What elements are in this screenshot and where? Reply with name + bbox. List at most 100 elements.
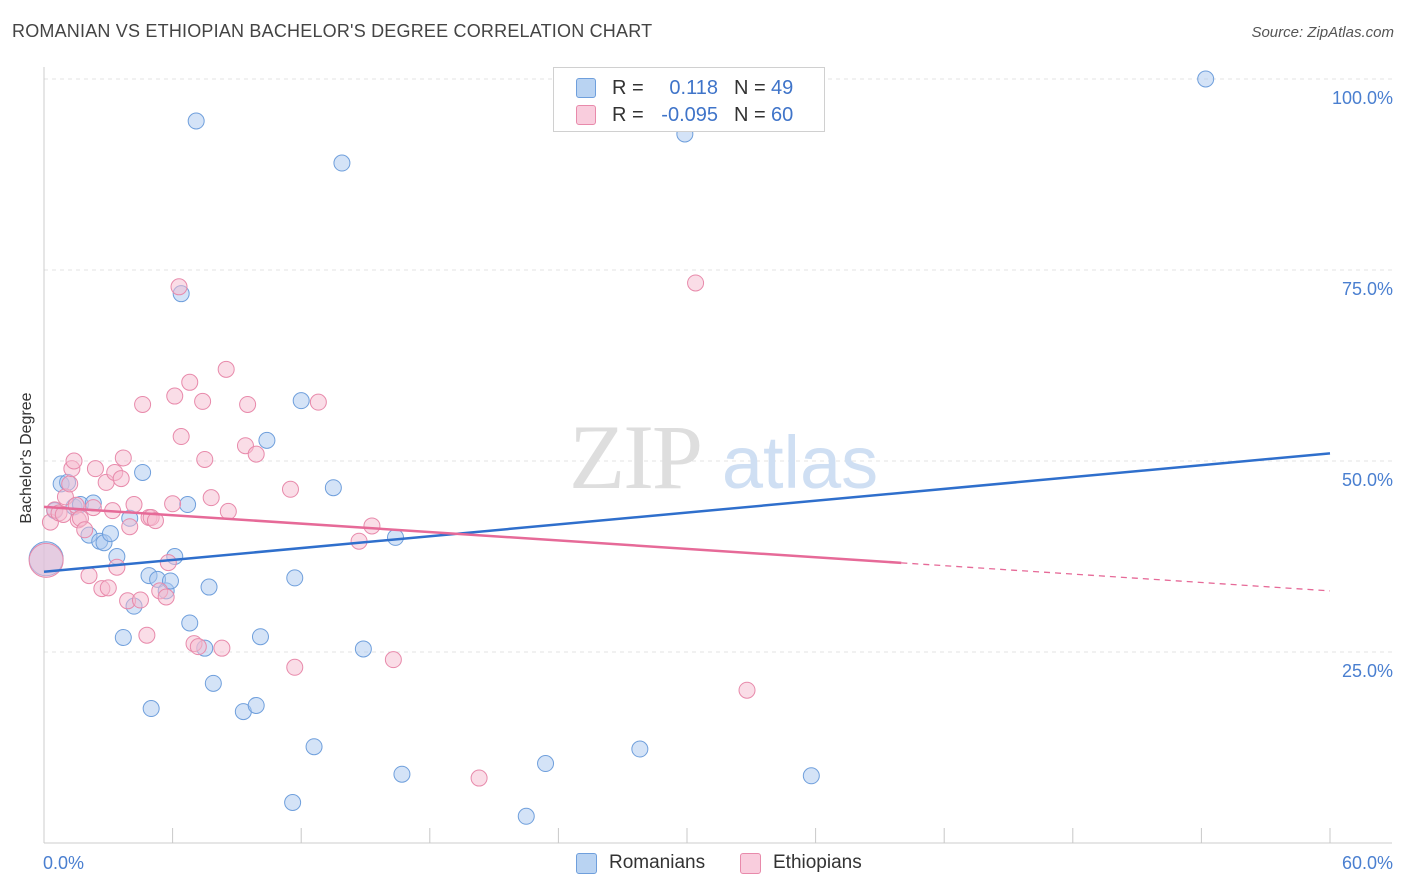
romanian-point	[101, 525, 119, 543]
ethiopian-point	[134, 395, 152, 413]
correlation-legend: R = 0.118 N = 49 R = -0.095 N = 60	[553, 67, 825, 132]
legend-n-label: N =	[734, 104, 766, 126]
romanian-point	[286, 569, 304, 587]
source-label: Source: ZipAtlas.com	[1251, 24, 1394, 41]
romanian-point	[537, 755, 555, 773]
ethiopian-point	[281, 480, 299, 498]
legend-n-value: 60	[771, 104, 794, 126]
y-tick-label: 25.0%	[1342, 661, 1393, 681]
romanian-point	[247, 696, 265, 714]
ethiopian-point	[217, 360, 235, 378]
legend-r-label: R =	[612, 77, 644, 99]
ethiopian-point	[112, 470, 130, 488]
romanian-point	[204, 674, 222, 692]
ethiopian-point	[114, 449, 132, 467]
romanian-trend-line	[43, 452, 1331, 574]
ethiopian-point	[121, 518, 139, 536]
ethiopian-point	[138, 626, 156, 644]
ethiopian-point	[738, 681, 756, 699]
ethiopian-point	[131, 591, 149, 609]
legend-r-value: 0.118	[669, 77, 718, 99]
ethiopian-trend-line	[43, 505, 902, 565]
watermark-zip: ZIP	[569, 406, 701, 508]
romanian-point	[1197, 70, 1215, 88]
ethiopian-point	[470, 769, 488, 787]
ethiopian-point	[189, 638, 207, 656]
legend-item-ethiopians[interactable]: Ethiopians	[740, 852, 862, 874]
watermark: ZIP atlas	[569, 406, 878, 508]
romanian-point	[393, 765, 411, 783]
romanian-point	[631, 740, 649, 758]
ethiopian-point	[159, 554, 177, 572]
ethiopian-point	[108, 558, 126, 576]
ethiopian-point	[181, 373, 199, 391]
y-tick-label: 50.0%	[1342, 470, 1393, 490]
romanian-point	[179, 496, 197, 514]
ethiopian-point	[80, 567, 98, 585]
ethiopian-point	[172, 428, 190, 446]
y-tick-label: 75.0%	[1342, 279, 1393, 299]
ethiopian-point	[166, 387, 184, 405]
series-legend: Romanians Ethiopians	[0, 852, 1406, 878]
romanian-point	[333, 154, 351, 172]
ethiopian-point	[61, 475, 79, 493]
legend-n-label: N =	[734, 77, 766, 99]
romanian-point	[161, 572, 179, 590]
ethiopian-point	[76, 521, 94, 539]
romanians-swatch	[576, 78, 596, 98]
tick-labels: 25.0% 50.0% 75.0% 100.0% 0.0% 60.0%	[43, 88, 1393, 873]
romanians-legend-label: Romanians	[609, 852, 706, 873]
legend-row-ethiopians: R = -0.095 N = 60	[554, 100, 824, 128]
ethiopian-point	[286, 658, 304, 676]
ethiopian-point	[196, 450, 214, 468]
ethiopian-point	[202, 489, 220, 507]
ethiopian-point	[213, 639, 231, 657]
ethiopian-point	[247, 445, 265, 463]
ethiopian-point	[65, 452, 83, 470]
romanian-point	[187, 112, 205, 130]
legend-row-romanians: R = 0.118 N = 49	[554, 73, 824, 101]
legend-r-value: -0.095	[661, 104, 718, 126]
romanians-legend-swatch	[576, 852, 597, 874]
ethiopian-point	[384, 651, 402, 669]
ethiopian-point	[99, 579, 117, 597]
romanian-point	[251, 628, 269, 646]
ethiopian-point	[239, 395, 257, 413]
romanian-point	[324, 479, 342, 497]
romanian-point	[142, 700, 160, 718]
y-tick-label: 100.0%	[1332, 88, 1393, 108]
legend-item-romanians[interactable]: Romanians	[576, 852, 705, 874]
grid-layer	[44, 78, 1392, 653]
ethiopian-point	[28, 542, 64, 578]
chart-title: ROMANIAN VS ETHIOPIAN BACHELOR'S DEGREE …	[12, 21, 653, 41]
ethiopian-point	[170, 278, 188, 296]
ethiopian-point	[219, 502, 237, 520]
romanian-point	[517, 807, 535, 825]
x-tick-label-min: 0.0%	[43, 853, 84, 873]
ethiopian-point	[363, 517, 381, 535]
romanian-point	[134, 463, 152, 481]
ethiopians-legend-label: Ethiopians	[773, 852, 862, 873]
romanian-point	[802, 767, 820, 785]
romanian-point	[200, 578, 218, 596]
watermark-atlas: atlas	[722, 421, 878, 504]
ethiopian-point	[54, 505, 72, 523]
legend-n-value: 49	[771, 77, 794, 99]
romanian-point	[354, 640, 372, 658]
ethiopian-point	[687, 274, 705, 292]
ethiopian-point	[194, 392, 212, 410]
ethiopian-point	[164, 495, 182, 513]
romanian-point	[284, 794, 302, 812]
romanian-point	[387, 528, 405, 546]
ethiopian-point	[157, 588, 175, 606]
romanian-point	[305, 738, 323, 756]
ethiopians-swatch	[576, 105, 596, 125]
ethiopian-point	[309, 393, 327, 411]
ethiopian-point	[125, 496, 143, 514]
ethiopians-legend-swatch	[740, 852, 761, 874]
romanian-point	[258, 431, 276, 449]
romanian-point	[114, 628, 132, 646]
romanian-point	[181, 614, 199, 632]
ethiopian-point	[146, 512, 164, 530]
